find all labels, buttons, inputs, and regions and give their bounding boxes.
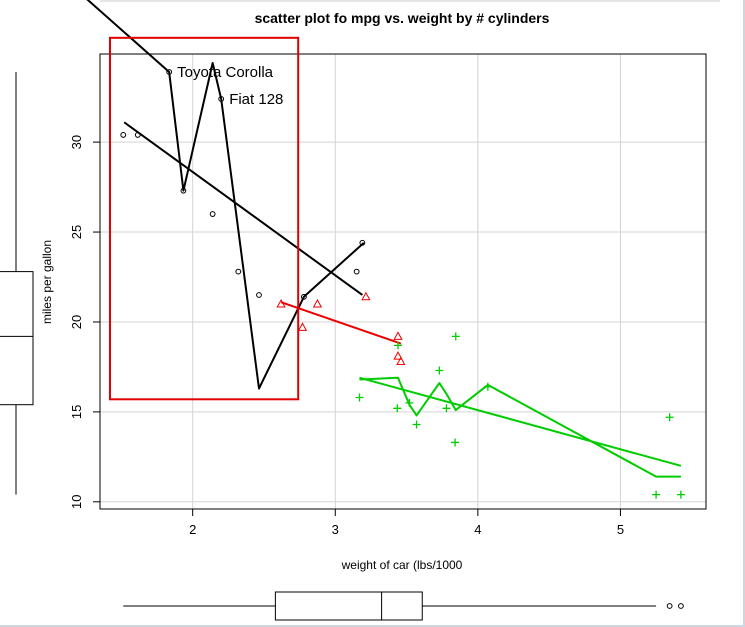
point-triangle <box>297 322 308 331</box>
annotation-fiat-128: Fiat 128 <box>229 91 283 108</box>
point-triangle <box>276 298 286 308</box>
regression-line-2 <box>359 376 682 467</box>
y-tick-label: 15 <box>69 405 84 419</box>
fit-lines <box>86 0 682 478</box>
chart-title: scatter plot fo mpg vs. weight by # cyli… <box>255 10 550 26</box>
outlier-point <box>678 603 684 609</box>
point-plus <box>355 393 364 402</box>
regression-line-0 <box>123 121 363 296</box>
x-tick-label: 3 <box>332 522 339 537</box>
plot-frame <box>99 53 707 510</box>
point-plus <box>405 398 414 407</box>
point-circle <box>218 96 225 102</box>
annotation-toyota-corolla: Toyota Corolla <box>177 64 274 81</box>
point-plus <box>652 490 661 499</box>
point-circle <box>209 211 216 217</box>
box-mpg <box>0 271 34 406</box>
y-tick-label: 20 <box>69 315 84 329</box>
smooth-line-0 <box>86 0 365 390</box>
y-tick-label: 25 <box>69 225 84 239</box>
point-plus <box>676 490 685 499</box>
y-tick-label: 10 <box>69 495 84 509</box>
y-axis: 10 15 20 25 30 <box>69 135 100 509</box>
x-tick-label: 2 <box>189 522 196 537</box>
point-plus <box>394 341 403 350</box>
x-tick-label: 4 <box>474 522 481 537</box>
x-axis-title: weight of car (lbs/1000 <box>341 558 463 572</box>
point-plus <box>483 382 492 391</box>
point-circle <box>359 239 366 246</box>
point-triangle <box>393 331 403 340</box>
data-points <box>120 69 685 499</box>
point-circle <box>235 268 242 275</box>
outlier-point <box>666 603 673 609</box>
point-triangle <box>312 298 323 308</box>
point-circle <box>353 268 360 275</box>
point-triangle <box>393 351 403 360</box>
box-weight <box>274 591 423 621</box>
point-plus <box>665 413 674 422</box>
grid-lines <box>100 54 706 509</box>
regression-line-1 <box>280 301 402 345</box>
smooth-line-2 <box>359 376 681 478</box>
point-circle <box>120 132 127 138</box>
point-circle <box>301 293 307 300</box>
window-top-strip <box>100 0 720 2</box>
point-triangle <box>396 356 406 366</box>
point-plus <box>451 332 460 341</box>
point-triangle <box>361 291 371 301</box>
point-plus <box>393 404 402 413</box>
point-circle <box>166 69 173 75</box>
y-axis-title: miles per gallon <box>40 240 54 324</box>
point-plus <box>435 366 444 375</box>
point-plus <box>412 420 421 429</box>
point-plus <box>451 438 460 447</box>
x-axis: 2 3 4 5 <box>189 509 624 537</box>
point-circle <box>256 292 262 298</box>
point-circle <box>180 187 187 194</box>
highlight-box <box>108 36 300 401</box>
point-circle <box>134 132 141 138</box>
x-tick-label: 5 <box>617 522 624 537</box>
boxplot-weight <box>123 591 684 621</box>
point-plus <box>442 404 451 413</box>
y-tick-label: 30 <box>69 135 84 149</box>
boxplot-mpg <box>0 71 34 495</box>
